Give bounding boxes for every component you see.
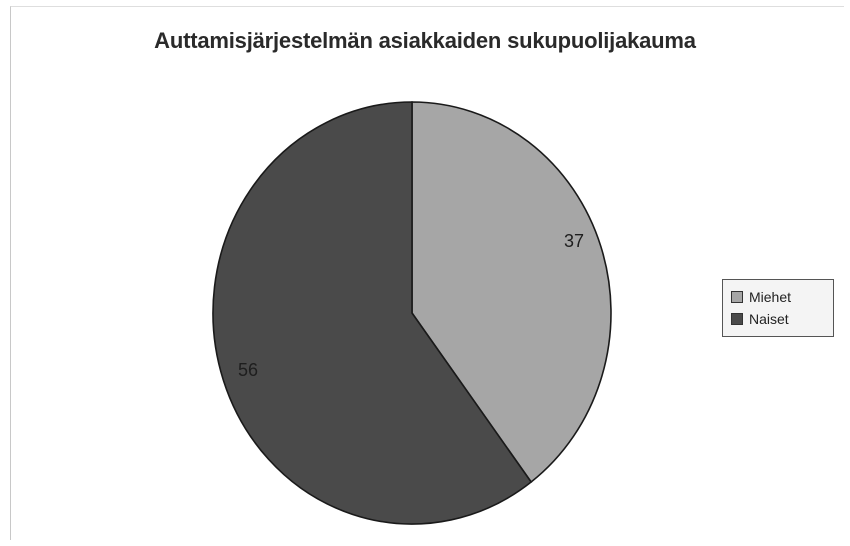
legend-item-miehet: Miehet xyxy=(731,286,825,308)
pie-slices xyxy=(212,101,612,525)
chart-title: Auttamisjärjestelmän asiakkaiden sukupuo… xyxy=(154,28,696,53)
pie-data-labels: 37 56 xyxy=(238,231,584,380)
legend-item-naiset: Naiset xyxy=(731,308,825,330)
legend: Miehet Naiset xyxy=(722,279,834,337)
chart-frame xyxy=(10,6,844,540)
legend-swatch-naiset xyxy=(731,313,743,325)
legend-swatch-miehet xyxy=(731,291,743,303)
pie-slice-miehet xyxy=(411,101,612,484)
pie-slice-naiset xyxy=(212,101,533,525)
data-label-naiset: 56 xyxy=(238,360,258,380)
data-label-miehet: 37 xyxy=(564,231,584,251)
legend-label-naiset: Naiset xyxy=(749,311,789,327)
legend-label-miehet: Miehet xyxy=(749,289,792,305)
